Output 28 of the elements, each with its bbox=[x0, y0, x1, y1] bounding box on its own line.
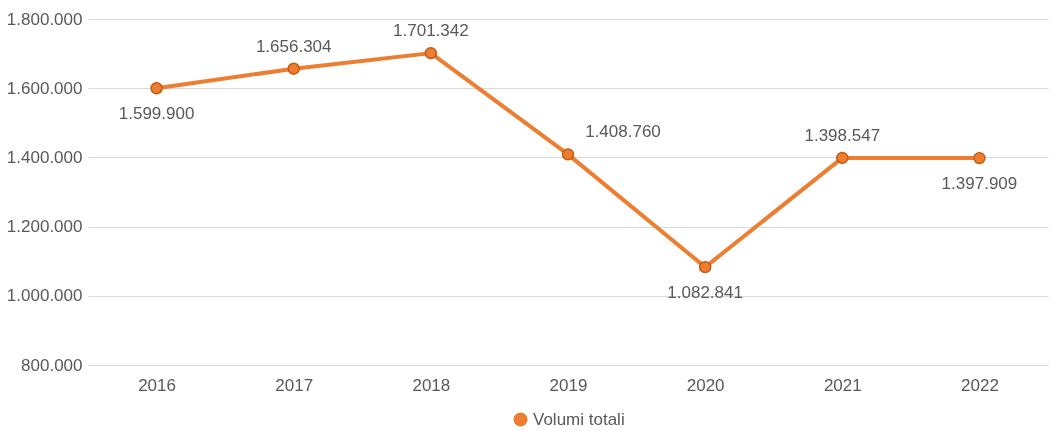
y-tick-label: 1.400.000 bbox=[6, 147, 83, 167]
x-tick-label: 2016 bbox=[138, 375, 176, 395]
x-tick-label: 2017 bbox=[275, 375, 314, 395]
data-label: 1.701.342 bbox=[393, 21, 469, 41]
data-label: 1.408.760 bbox=[585, 122, 661, 142]
point bbox=[973, 151, 986, 165]
x-tick-label: 2018 bbox=[412, 375, 451, 395]
y-tick-label: 1.000.000 bbox=[6, 286, 83, 306]
x-tick-label: 2021 bbox=[823, 375, 862, 395]
x-tick-label: 2022 bbox=[961, 375, 999, 395]
point bbox=[561, 148, 575, 161]
legend-label: Volumi totali bbox=[533, 409, 625, 429]
point bbox=[287, 62, 300, 75]
data-label: 1.397.909 bbox=[941, 174, 1018, 194]
point bbox=[698, 260, 712, 274]
x-tick-label: 2019 bbox=[549, 375, 588, 395]
data-label: 1.398.547 bbox=[804, 125, 881, 145]
data-label: 1.656.304 bbox=[255, 36, 332, 56]
point bbox=[836, 151, 849, 165]
y-tick-label: 1.800.000 bbox=[6, 9, 83, 29]
data-label: 1.082.841 bbox=[667, 283, 743, 303]
point bbox=[424, 46, 438, 60]
point bbox=[150, 82, 163, 95]
data-label: 1.599.900 bbox=[118, 104, 195, 124]
x-tick-label: 2020 bbox=[686, 375, 725, 395]
y-tick-label: 1.600.000 bbox=[6, 78, 83, 98]
y-tick-label: 800.000 bbox=[21, 355, 83, 375]
y-tick-label: 1.200.000 bbox=[6, 217, 83, 237]
